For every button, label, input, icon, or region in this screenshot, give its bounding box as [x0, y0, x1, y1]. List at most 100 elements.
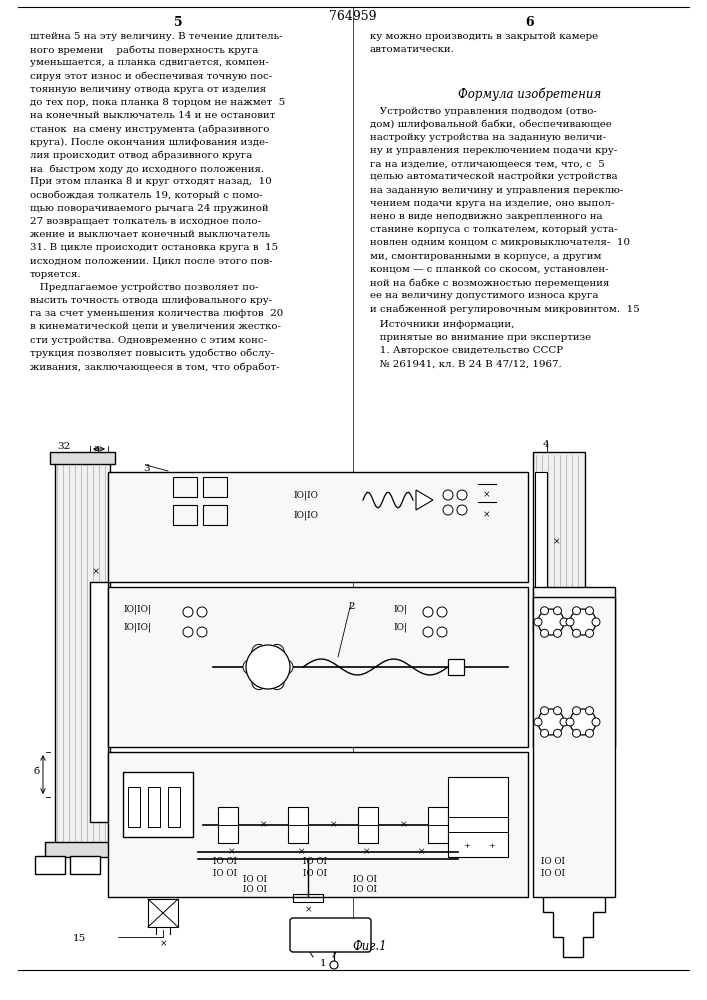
Text: IO|IO|: IO|IO|	[123, 623, 151, 633]
Text: ×: ×	[228, 847, 235, 856]
Bar	[218, 807, 238, 843]
Text: ку можно производить в закрытой камере: ку можно производить в закрытой камере	[370, 32, 598, 41]
Circle shape	[554, 729, 561, 737]
Text: на конечный выключатель 14 и не остановит: на конечный выключатель 14 и не останови…	[30, 111, 275, 120]
Circle shape	[423, 607, 433, 617]
Text: высить точность отвода шлифовального кру-: высить точность отвода шлифовального кру…	[30, 296, 272, 305]
Circle shape	[252, 676, 266, 690]
Text: IO|: IO|	[393, 605, 407, 614]
Text: ее на величину допустимого износа круга: ее на величину допустимого износа круга	[370, 291, 599, 300]
Bar	[148, 787, 160, 827]
Text: ×: ×	[553, 537, 561, 546]
Circle shape	[457, 490, 467, 500]
Text: новлен одним концом с микровыключателя-  10: новлен одним концом с микровыключателя- …	[370, 238, 630, 247]
Text: га за счет уменьшения количества люфтов  20: га за счет уменьшения количества люфтов …	[30, 309, 284, 318]
Text: 6: 6	[526, 16, 534, 29]
Text: +: +	[463, 842, 470, 850]
Text: ми, смонтированными в корпусе, а другим: ми, смонтированными в корпусе, а другим	[370, 252, 602, 261]
Circle shape	[573, 629, 580, 637]
Text: ×: ×	[418, 847, 426, 856]
Bar	[108, 472, 528, 582]
Text: сти устройства. Одновременно с этим конс-: сти устройства. Одновременно с этим конс…	[30, 336, 267, 345]
Text: 1. Авторское свидетельство СССР: 1. Авторское свидетельство СССР	[370, 346, 563, 355]
Circle shape	[540, 729, 549, 737]
Text: ной на бабке с возможностью перемещения: ной на бабке с возможностью перемещения	[370, 278, 609, 288]
Text: ного времени    работы поверхность круга: ного времени работы поверхность круга	[30, 45, 258, 55]
Polygon shape	[416, 490, 433, 510]
Text: IO OI: IO OI	[541, 869, 565, 878]
Text: на заданную величину и управления переклю-: на заданную величину и управления перекл…	[370, 186, 624, 195]
Bar	[535, 472, 547, 612]
Text: принятые во внимание при экспертизе: принятые во внимание при экспертизе	[370, 333, 591, 342]
Text: IO OI: IO OI	[541, 857, 565, 866]
Circle shape	[554, 607, 561, 615]
Bar	[173, 505, 197, 525]
Text: IO|IO: IO|IO	[293, 490, 318, 499]
Text: сируя этот износ и обеспечивая точную пос-: сируя этот износ и обеспечивая точную по…	[30, 72, 272, 81]
Text: станок  на смену инструмента (абразивного: станок на смену инструмента (абразивного	[30, 124, 269, 134]
Circle shape	[243, 660, 257, 674]
Text: Фиг.1: Фиг.1	[353, 940, 387, 953]
Text: IO OI: IO OI	[303, 857, 327, 866]
Bar	[448, 659, 464, 675]
Text: a: a	[94, 444, 100, 453]
Circle shape	[573, 707, 580, 715]
Circle shape	[246, 645, 290, 689]
Circle shape	[279, 660, 293, 674]
Text: IO OI: IO OI	[303, 869, 327, 878]
Circle shape	[443, 490, 453, 500]
Text: торяется.: торяется.	[30, 270, 81, 279]
Circle shape	[585, 607, 593, 615]
Text: лия происходит отвод абразивного круга: лия происходит отвод абразивного круга	[30, 151, 252, 160]
Text: IO|: IO|	[393, 623, 407, 633]
Text: ну и управления переключением подачи кру-: ну и управления переключением подачи кру…	[370, 146, 617, 155]
Text: 2: 2	[348, 602, 355, 611]
Text: 5: 5	[174, 16, 182, 29]
Text: ×: ×	[363, 847, 370, 856]
Text: ×: ×	[483, 490, 491, 499]
Text: 31. В цикле происходит остановка круга в  15: 31. В цикле происходит остановка круга в…	[30, 243, 278, 252]
Text: станине корпуса с толкателем, который уста-: станине корпуса с толкателем, который ус…	[370, 225, 618, 234]
Circle shape	[183, 627, 193, 637]
FancyBboxPatch shape	[290, 918, 371, 952]
Text: IO OI: IO OI	[353, 885, 377, 894]
Text: трукция позволяет повысить удобство обслу-: трукция позволяет повысить удобство обсл…	[30, 349, 274, 358]
Bar	[358, 807, 378, 843]
Bar	[108, 587, 528, 747]
Circle shape	[573, 729, 580, 737]
Text: 3: 3	[143, 464, 150, 473]
Circle shape	[554, 629, 561, 637]
Circle shape	[437, 627, 447, 637]
Bar	[148, 899, 178, 927]
Bar	[108, 752, 528, 897]
Circle shape	[183, 607, 193, 617]
Text: до тех пор, пока планка 8 торцом не нажмет  5: до тех пор, пока планка 8 торцом не нажм…	[30, 98, 285, 107]
Circle shape	[560, 718, 568, 726]
Circle shape	[554, 707, 561, 715]
Bar	[70, 856, 100, 874]
Bar	[448, 777, 508, 857]
Text: настройку устройства на заданную величи-: настройку устройства на заданную величи-	[370, 133, 606, 142]
Text: 4: 4	[543, 440, 549, 449]
Text: автоматически.: автоматически.	[370, 45, 455, 54]
Circle shape	[540, 629, 549, 637]
Text: IO|IO|: IO|IO|	[123, 605, 151, 614]
Circle shape	[423, 627, 433, 637]
Text: № 261941, кл. В 24 В 47/12, 1967.: № 261941, кл. В 24 В 47/12, 1967.	[370, 359, 562, 368]
Text: круга). После окончания шлифования изде-: круга). После окончания шлифования изде-	[30, 138, 269, 147]
Text: IO OI: IO OI	[213, 857, 237, 866]
Circle shape	[560, 618, 568, 626]
Circle shape	[566, 718, 574, 726]
Bar	[428, 807, 448, 843]
Circle shape	[252, 644, 266, 658]
Text: ×: ×	[160, 939, 168, 948]
Text: щью поворачиваемого рычага 24 пружиной: щью поворачиваемого рычага 24 пружиной	[30, 204, 269, 213]
Text: и снабженной регулировочным микровинтом.  15: и снабженной регулировочным микровинтом.…	[370, 304, 640, 314]
Text: чением подачи круга на изделие, оно выпол-: чением подачи круга на изделие, оно выпо…	[370, 199, 614, 208]
Text: ×: ×	[330, 820, 337, 829]
Text: IO OI: IO OI	[353, 875, 377, 884]
Text: нено в виде неподвижно закрепленного на: нено в виде неподвижно закрепленного на	[370, 212, 602, 221]
Text: 27 возвращает толкатель в исходное поло-: 27 возвращает толкатель в исходное поло-	[30, 217, 261, 226]
Text: Устройство управления подводом (отво-: Устройство управления подводом (отво-	[370, 106, 597, 116]
Circle shape	[443, 505, 453, 515]
